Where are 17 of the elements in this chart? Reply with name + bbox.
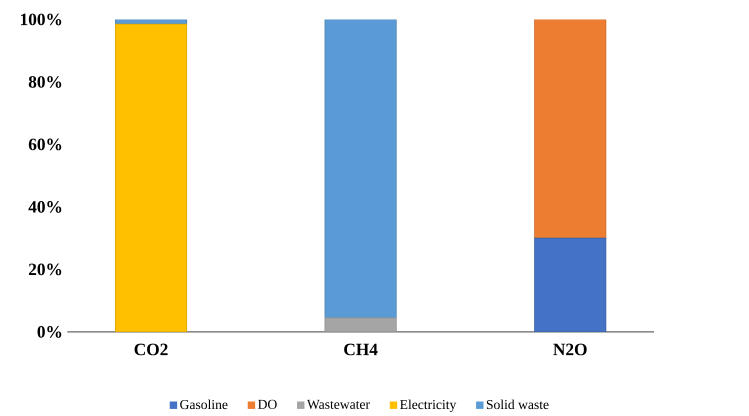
y-tick-label: 40% <box>28 201 62 213</box>
bar <box>114 24 188 332</box>
legend-label: Solid waste <box>486 400 549 410</box>
y-tick-label: 0% <box>38 326 62 338</box>
legend-label: Electricity <box>400 400 456 412</box>
bar <box>534 238 606 332</box>
bar <box>324 20 397 318</box>
y-tick-label: 100% <box>20 14 62 26</box>
y-tick-label: 20% <box>28 264 62 276</box>
x-tick-label: CO2 <box>134 344 168 356</box>
x-tick-label: N2O <box>553 344 587 356</box>
y-tick-label: 60% <box>28 138 62 150</box>
legend-label: DO <box>258 400 277 410</box>
legend-label: Gasoline <box>180 400 228 410</box>
legend-label: Wastewater <box>306 400 370 410</box>
y-tick-label: 80% <box>28 76 62 88</box>
x-tick-label: CH4 <box>344 344 378 356</box>
